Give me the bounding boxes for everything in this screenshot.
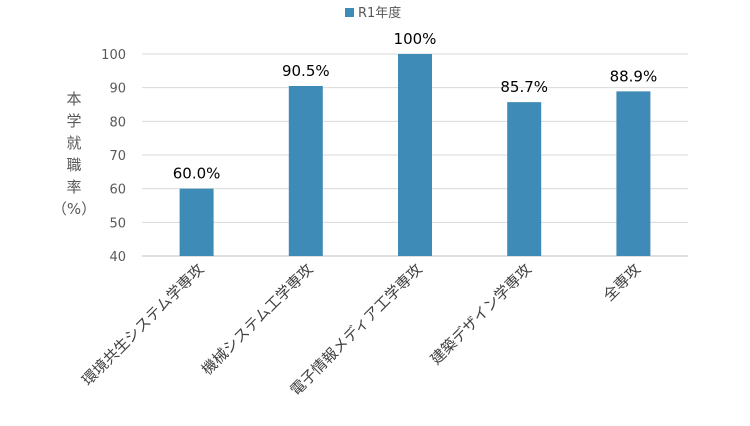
- bar: [616, 91, 651, 257]
- y-tick-label: 40: [109, 250, 126, 265]
- y-tick-label: 70: [109, 149, 126, 164]
- y-tick-label: 90: [109, 82, 126, 97]
- data-label: 100%: [394, 30, 437, 48]
- y-axis-label-char: 就: [66, 134, 81, 152]
- y-axis-label-char: （%）: [52, 200, 96, 218]
- y-axis-label-char: 率: [66, 178, 81, 196]
- bar: [179, 188, 214, 256]
- y-axis-label-char: 職: [66, 156, 81, 174]
- y-tick-labels: 40 50 60 70 80 90 100: [101, 48, 126, 265]
- y-tick-label: 80: [109, 115, 126, 130]
- data-label: 60.0%: [173, 165, 221, 183]
- y-tick-label: 50: [109, 216, 126, 231]
- category-label: 建築デザイン学専攻: [427, 260, 535, 368]
- data-labels: 60.0% 90.5% 100% 85.7% 88.9%: [173, 30, 657, 183]
- data-label: 90.5%: [282, 62, 330, 80]
- legend: R1年度: [345, 5, 401, 21]
- data-label: 88.9%: [610, 67, 658, 85]
- y-tick-label: 100: [101, 48, 126, 63]
- category-label: 環境共生システム学専攻: [78, 260, 207, 389]
- data-label: 85.7%: [500, 78, 548, 96]
- category-label: 全専攻: [600, 260, 645, 305]
- bar: [288, 85, 323, 256]
- legend-swatch: [345, 8, 354, 17]
- bar: [507, 102, 542, 256]
- y-axis-label-char: 本: [66, 90, 81, 108]
- y-tick-label: 60: [109, 183, 126, 198]
- y-axis-label-char: 学: [66, 112, 81, 130]
- legend-label: R1年度: [358, 5, 401, 21]
- bar: [398, 54, 432, 256]
- bars: [179, 54, 651, 257]
- category-label: 機械システム工学専攻: [198, 260, 316, 378]
